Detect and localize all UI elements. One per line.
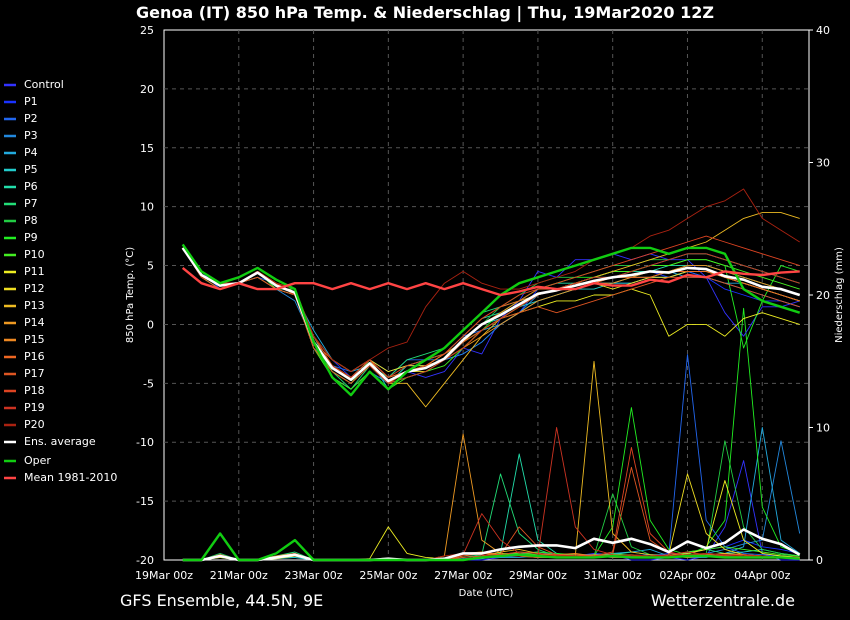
legend-item: P18 (4, 384, 45, 397)
plot-area (163, 29, 810, 561)
legend-item: P12 (4, 282, 45, 295)
legend-item: Ens. average (4, 435, 96, 448)
right-axis-ticks: 40 30 20 10 0 (809, 24, 830, 567)
x-tick-label: 21Mar 00z (210, 569, 268, 582)
temp-line-oper (181, 243, 801, 397)
x-axis-ticks: 19Mar 00z 21Mar 00z 23Mar 00z 25Mar 00z 27Ma… (135, 569, 791, 582)
legend-label: P14 (24, 316, 45, 329)
x-tick-label: 25Mar 00z (359, 569, 417, 582)
left-axis-ticks: 25 20 15 10 5 0 -5 -10 -15 -20 (136, 24, 154, 567)
legend-label: P2 (24, 112, 38, 125)
x-tick-label: 02Apr 00z (659, 569, 716, 582)
legend-label: P18 (24, 384, 45, 397)
series-lines (181, 188, 801, 562)
legend-label: P5 (24, 163, 38, 176)
legend-label: P17 (24, 367, 45, 380)
legend-item: P19 (4, 401, 45, 414)
footer-source: Wetterzentrale.de (651, 591, 795, 610)
legend-label: Control (24, 78, 64, 91)
precip-line-oper (182, 532, 800, 562)
y-left-tick-label: 15 (140, 142, 154, 155)
legend-item: P16 (4, 350, 45, 363)
y-axis-right-label: Niederschlag (mm) (834, 247, 845, 343)
legend-item: P7 (4, 197, 38, 210)
legend-item: P3 (4, 129, 38, 142)
y-left-tick-label: -20 (136, 554, 154, 567)
legend-label: P3 (24, 129, 38, 142)
y-left-tick-label: 0 (147, 318, 154, 331)
legend-item: P4 (4, 146, 38, 159)
legend: Control P1 P2 P3 P4 P5 P6 P7 P8 P9 P10 P11 P12 P13 P14… (4, 78, 117, 484)
x-tick-label: 04Apr 00z (734, 569, 791, 582)
legend-item: P10 (4, 248, 45, 261)
x-tick-label: 23Mar 00z (285, 569, 343, 582)
legend-label: P20 (24, 418, 45, 431)
y-left-tick-label: 10 (140, 201, 154, 214)
y-left-tick-label: -15 (136, 495, 154, 508)
legend-item: P13 (4, 299, 45, 312)
legend-label: P8 (24, 214, 38, 227)
legend-item: P5 (4, 163, 38, 176)
legend-item: P14 (4, 316, 45, 329)
y-right-tick-label: 0 (816, 554, 823, 567)
y-axis-left-label: 850 hPa Temp. (°C) (125, 247, 136, 343)
legend-label: P16 (24, 350, 45, 363)
legend-label: P1 (24, 95, 38, 108)
legend-label: P10 (24, 248, 45, 261)
legend-label: P15 (24, 333, 45, 346)
legend-item: P20 (4, 418, 45, 431)
y-left-tick-label: -10 (136, 436, 154, 449)
x-tick-label: 19Mar 00z (135, 569, 193, 582)
legend-item: P8 (4, 214, 38, 227)
legend-item: P2 (4, 112, 38, 125)
legend-label: P13 (24, 299, 45, 312)
temp-line-ens-average (181, 247, 801, 383)
legend-label: P7 (24, 197, 38, 210)
y-left-tick-label: 5 (147, 260, 154, 273)
temp-line-mean-1981-2010 (181, 266, 800, 297)
precip-lines (182, 307, 801, 562)
legend-label: P4 (24, 146, 38, 159)
y-left-tick-label: 20 (140, 83, 154, 96)
y-right-tick-label: 30 (816, 157, 830, 170)
x-axis-label: Date (UTC) (459, 588, 514, 599)
legend-item: P15 (4, 333, 45, 346)
legend-label: P19 (24, 401, 45, 414)
y-right-tick-label: 40 (816, 24, 830, 37)
legend-label: Mean 1981-2010 (24, 471, 117, 484)
legend-item: P9 (4, 231, 38, 244)
footer-model-info: GFS Ensemble, 44.5N, 9E (120, 591, 323, 610)
legend-label: P11 (24, 265, 45, 278)
chart-title: Genoa (IT) 850 hPa Temp. & Niederschlag … (136, 3, 714, 23)
legend-item: Control (4, 78, 64, 91)
legend-label: P6 (24, 180, 38, 193)
legend-label: Oper (24, 454, 51, 467)
x-tick-label: 31Mar 00z (584, 569, 642, 582)
legend-item: P6 (4, 180, 38, 193)
legend-item: P17 (4, 367, 45, 380)
x-tick-label: 29Mar 00z (509, 569, 567, 582)
x-tick-label: 27Mar 00z (434, 569, 492, 582)
legend-label: P12 (24, 282, 45, 295)
y-right-tick-label: 20 (816, 289, 830, 302)
legend-item: P1 (4, 95, 38, 108)
y-left-tick-label: -5 (143, 377, 154, 390)
legend-item: Mean 1981-2010 (4, 471, 117, 484)
legend-item: P11 (4, 265, 45, 278)
y-right-tick-label: 10 (816, 422, 830, 435)
legend-label: Ens. average (24, 435, 96, 448)
precip-line-ens-average (182, 528, 801, 562)
legend-item: Oper (4, 454, 51, 467)
y-left-tick-label: 25 (140, 24, 154, 37)
legend-label: P9 (24, 231, 38, 244)
temp-lines (181, 188, 801, 408)
